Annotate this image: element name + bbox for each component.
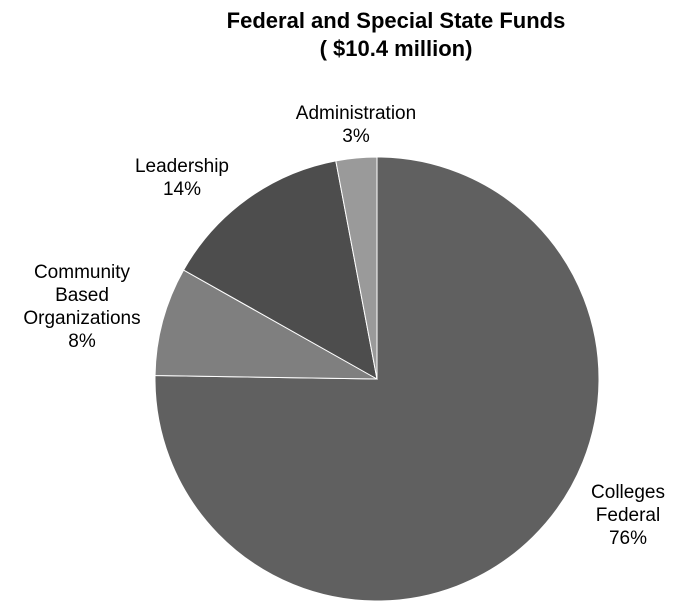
pie-slice-community-based-organizations	[154, 269, 378, 380]
slice-name-line: Administration	[296, 103, 416, 124]
pie-slice-leadership	[182, 160, 378, 380]
pie-slice-administration	[335, 156, 378, 380]
slice-percent-label: 14%	[163, 179, 201, 200]
pie-slice-colleges-federal	[154, 156, 600, 602]
chart-subtitle: ( $10.4 million)	[320, 36, 473, 61]
slice-percent-label: 3%	[342, 126, 370, 147]
slice-percent-label: 8%	[68, 331, 96, 352]
pie-slices	[154, 156, 600, 602]
chart-title: Federal and Special State Funds	[227, 8, 566, 33]
slice-name-line: Organizations	[23, 308, 140, 329]
slice-name-line: Community	[34, 262, 131, 283]
slice-name-line: Based	[55, 285, 109, 306]
slice-label-leadership: Leadership 14%	[135, 156, 229, 200]
slice-percent-label: 76%	[609, 528, 647, 549]
pie-labels: Colleges Federal 76% Community Based Organiza…	[23, 103, 665, 549]
slice-name-line: Colleges	[591, 482, 665, 503]
slice-label-community-based-organizations: Community Based Organizations 8%	[23, 262, 140, 352]
slice-label-administration: Administration 3%	[296, 103, 416, 147]
slice-name-line: Leadership	[135, 156, 229, 177]
slice-label-colleges-federal: Colleges Federal 76%	[591, 482, 665, 549]
slice-name-line: Federal	[596, 505, 660, 526]
